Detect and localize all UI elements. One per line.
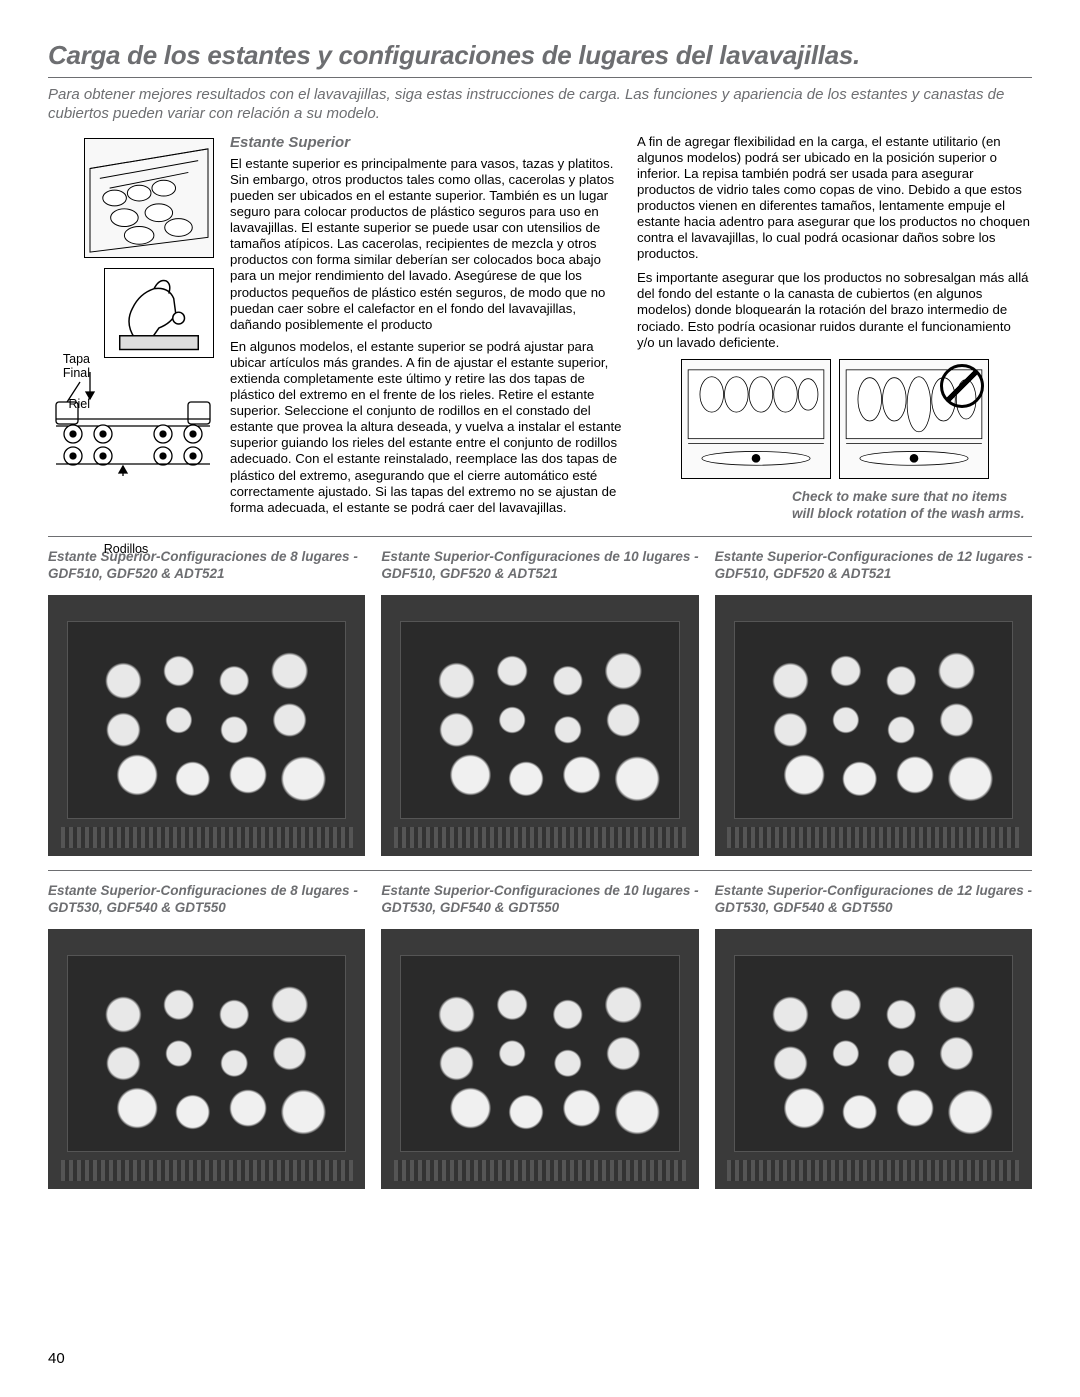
paragraph-spray-arm-clearance: Es importante asegurar que los productos… — [637, 270, 1032, 350]
config-cell-12-place-a: Estante Superior-Configuraciones de 12 l… — [715, 549, 1032, 855]
section-heading: Estante Superior — [230, 134, 625, 152]
config-caption: Estante Superior-Configuraciones de 8 lu… — [48, 883, 365, 919]
page-title: Carga de los estantes y configuraciones … — [48, 40, 1032, 78]
config-caption: Estante Superior-Configuraciones de 10 l… — [381, 883, 698, 919]
rack-photo-12-place-a — [715, 595, 1032, 855]
check-wash-arms-note: Check to make sure that no items will bl… — [792, 489, 1032, 523]
diagram-column: Tapa Final Riel — [48, 134, 218, 523]
rack-loading-diagram — [84, 138, 214, 258]
page-number: 40 — [48, 1350, 65, 1367]
config-row-2: Estante Superior-Configuraciones de 8 lu… — [48, 883, 1032, 1203]
paragraph-utility-shelf: A fin de agregar flexibilidad en la carg… — [637, 134, 1032, 263]
wash-arm-diagrams — [637, 359, 1032, 479]
rack-photo-10-place-b — [381, 929, 698, 1189]
label-riel: Riel — [50, 397, 90, 411]
paragraph-adjust-rack: En algunos modelos, el estante superior … — [230, 339, 625, 516]
config-cell-10-place-a: Estante Superior-Configuraciones de 10 l… — [381, 549, 698, 855]
intro-text: Para obtener mejores resultados con el l… — [48, 86, 1032, 124]
roller-rail-diagram — [48, 364, 218, 484]
middle-text-column: Estante Superior El estante superior es … — [230, 134, 625, 523]
rack-photo-8-place-a — [48, 595, 365, 855]
config-cell-12-place-b: Estante Superior-Configuraciones de 12 l… — [715, 883, 1032, 1189]
config-caption: Estante Superior-Configuraciones de 12 l… — [715, 883, 1032, 919]
paragraph-upper-rack-use: El estante superior es principalmente pa… — [230, 156, 625, 333]
config-caption: Estante Superior-Configuraciones de 12 l… — [715, 549, 1032, 585]
rack-photo-10-place-a — [381, 595, 698, 855]
upper-rack-section: Tapa Final Riel — [48, 134, 1032, 538]
rack-photo-8-place-b — [48, 929, 365, 1189]
config-row-1: Estante Superior-Configuraciones de 8 lu… — [48, 549, 1032, 870]
label-tapa-final: Tapa Final — [50, 352, 90, 380]
label-rodillos: Rodillos — [86, 542, 166, 556]
wash-arm-blocked-diagram — [839, 359, 989, 479]
end-cap-hand-diagram — [104, 268, 214, 358]
wash-arm-correct-diagram — [681, 359, 831, 479]
config-cell-10-place-b: Estante Superior-Configuraciones de 10 l… — [381, 883, 698, 1189]
config-caption: Estante Superior-Configuraciones de 10 l… — [381, 549, 698, 585]
rack-photo-12-place-b — [715, 929, 1032, 1189]
config-cell-8-place-a: Estante Superior-Configuraciones de 8 lu… — [48, 549, 365, 855]
right-text-column: A fin de agregar flexibilidad en la carg… — [637, 134, 1032, 523]
config-cell-8-place-b: Estante Superior-Configuraciones de 8 lu… — [48, 883, 365, 1189]
